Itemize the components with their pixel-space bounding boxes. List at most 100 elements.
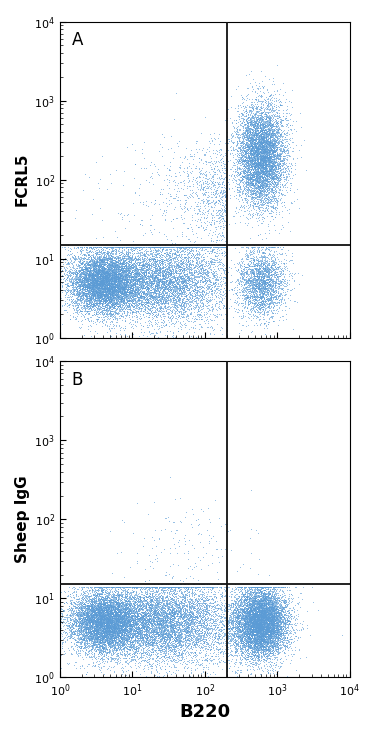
Point xyxy=(92,279,98,291)
Point xyxy=(272,246,278,258)
Point xyxy=(177,637,183,648)
Point xyxy=(112,651,118,663)
Point xyxy=(267,175,273,187)
Point xyxy=(123,289,129,300)
Point xyxy=(230,152,236,163)
Point xyxy=(91,581,97,593)
Point xyxy=(266,90,272,102)
Point xyxy=(183,319,189,330)
Point xyxy=(224,600,230,612)
Point xyxy=(263,151,269,163)
Point xyxy=(272,193,278,205)
Point xyxy=(270,163,276,175)
Point xyxy=(260,155,266,166)
Point xyxy=(248,132,254,144)
Point xyxy=(195,284,201,296)
Point xyxy=(138,266,144,278)
Point xyxy=(251,597,257,609)
Point xyxy=(133,604,139,615)
Point xyxy=(242,280,248,291)
Point xyxy=(224,262,230,274)
Point xyxy=(249,612,255,623)
Point xyxy=(112,632,118,644)
Point xyxy=(264,110,270,121)
Point xyxy=(138,595,144,607)
Point xyxy=(256,181,262,193)
Point xyxy=(123,608,129,620)
Point xyxy=(164,263,170,275)
Point xyxy=(260,113,266,125)
Point xyxy=(156,591,162,603)
Point xyxy=(158,295,164,307)
Point xyxy=(251,286,257,298)
Point xyxy=(241,301,247,313)
Point xyxy=(123,619,129,631)
Point xyxy=(58,612,64,623)
Point xyxy=(118,615,124,627)
Point xyxy=(62,275,68,286)
Point xyxy=(129,620,135,631)
Point xyxy=(224,254,230,266)
Point xyxy=(180,614,186,626)
Point xyxy=(117,257,123,269)
Point xyxy=(142,258,148,270)
Point xyxy=(147,616,153,628)
Point xyxy=(246,274,252,286)
Point xyxy=(113,244,119,256)
Point xyxy=(89,269,95,280)
Point xyxy=(267,90,273,102)
Point xyxy=(251,620,257,631)
Point xyxy=(184,626,190,638)
Point xyxy=(158,622,164,634)
Point xyxy=(278,617,284,629)
Point xyxy=(263,132,269,144)
Point xyxy=(245,606,251,618)
Point xyxy=(117,300,123,311)
Point xyxy=(82,604,88,616)
Point xyxy=(186,634,192,646)
Point xyxy=(100,272,106,284)
Point xyxy=(194,260,200,272)
Point xyxy=(254,614,260,626)
Point xyxy=(257,182,263,194)
Point xyxy=(265,618,271,630)
Point xyxy=(140,619,146,631)
Point xyxy=(253,158,259,169)
Point xyxy=(100,630,106,642)
Point xyxy=(267,276,273,288)
Point xyxy=(224,633,230,645)
Point xyxy=(111,322,117,334)
Point xyxy=(108,615,114,627)
Point xyxy=(92,607,98,619)
Point xyxy=(123,601,129,612)
Point xyxy=(144,628,150,640)
Point xyxy=(262,581,268,592)
Point xyxy=(206,629,212,640)
Point xyxy=(86,603,92,615)
Point xyxy=(100,297,106,308)
Point xyxy=(275,613,281,625)
Point xyxy=(157,270,163,282)
Point xyxy=(74,281,80,293)
Point xyxy=(100,271,106,283)
Point xyxy=(265,169,271,180)
Point xyxy=(101,604,107,615)
Point xyxy=(251,602,257,614)
Point xyxy=(267,588,273,600)
Point xyxy=(102,637,108,648)
Point xyxy=(71,288,77,300)
Point xyxy=(224,615,230,626)
Point xyxy=(115,606,121,618)
Point xyxy=(106,276,112,288)
Point xyxy=(103,269,109,281)
Point xyxy=(240,609,246,621)
Point xyxy=(108,603,114,615)
Point xyxy=(262,630,268,642)
Point xyxy=(95,607,101,619)
Point xyxy=(108,612,114,623)
Point xyxy=(105,280,111,291)
Point xyxy=(244,183,250,194)
Point xyxy=(87,618,93,630)
Point xyxy=(103,293,109,305)
Point xyxy=(229,628,235,640)
